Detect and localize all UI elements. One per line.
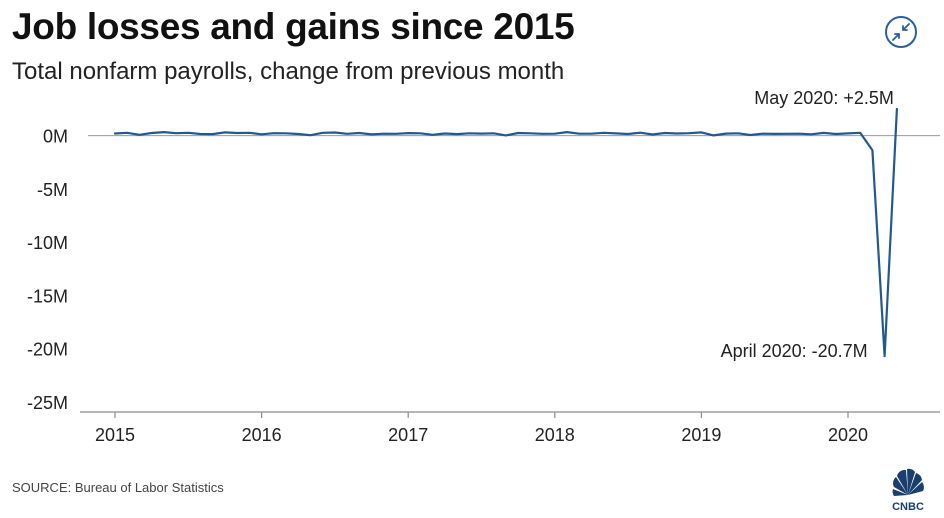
y-tick-label: -15M	[27, 286, 68, 306]
x-tick-label: 2017	[388, 425, 428, 445]
chart-title: Job losses and gains since 2015	[12, 6, 575, 47]
collapse-arrows-icon	[892, 23, 910, 41]
series-line	[113, 107, 899, 358]
y-tick-label: 0M	[43, 127, 68, 147]
x-tick-label: 2018	[535, 425, 575, 445]
y-tick-label: -10M	[27, 233, 68, 253]
source-note: SOURCE: Bureau of Labor Statistics	[12, 480, 224, 495]
x-tick-label: 2020	[828, 425, 868, 445]
y-tick-label: -5M	[37, 180, 68, 200]
cnbc-logo: CNBC	[892, 468, 924, 513]
y-tick-label: -20M	[27, 340, 68, 360]
logo-text: CNBC	[892, 501, 924, 513]
collapse-button[interactable]	[885, 16, 917, 48]
x-tick-label: 2019	[681, 425, 721, 445]
annotation-april-2020: April 2020: -20.7M	[721, 341, 868, 361]
chart-subtitle: Total nonfarm payrolls, change from prev…	[12, 58, 565, 85]
x-tick-label: 2016	[242, 425, 282, 445]
annotation-may-2020: May 2020: +2.5M	[754, 88, 894, 108]
peacock-icon	[892, 468, 924, 496]
line-chart: 0M -5M -10M -15M -20M -25M 2015 2016 2017 2018 201…	[27, 86, 940, 445]
x-tick-label: 2015	[95, 425, 135, 445]
y-tick-label: -25M	[27, 393, 68, 413]
